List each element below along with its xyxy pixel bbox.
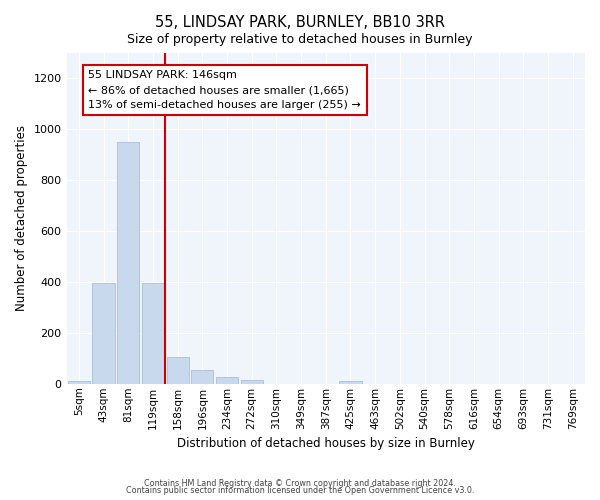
Text: Size of property relative to detached houses in Burnley: Size of property relative to detached ho… — [127, 32, 473, 46]
Bar — [117, 142, 139, 384]
Bar — [142, 283, 164, 384]
Text: 55 LINDSAY PARK: 146sqm
← 86% of detached houses are smaller (1,665)
13% of semi: 55 LINDSAY PARK: 146sqm ← 86% of detache… — [88, 70, 361, 110]
Bar — [68, 381, 90, 384]
Text: 55, LINDSAY PARK, BURNLEY, BB10 3RR: 55, LINDSAY PARK, BURNLEY, BB10 3RR — [155, 15, 445, 30]
Y-axis label: Number of detached properties: Number of detached properties — [15, 125, 28, 311]
Bar — [216, 378, 238, 384]
Bar — [241, 380, 263, 384]
Bar — [92, 283, 115, 384]
Bar — [191, 370, 214, 384]
Bar — [340, 380, 362, 384]
Bar — [167, 357, 189, 384]
Text: Contains HM Land Registry data © Crown copyright and database right 2024.: Contains HM Land Registry data © Crown c… — [144, 478, 456, 488]
Text: Contains public sector information licensed under the Open Government Licence v3: Contains public sector information licen… — [126, 486, 474, 495]
X-axis label: Distribution of detached houses by size in Burnley: Distribution of detached houses by size … — [177, 437, 475, 450]
